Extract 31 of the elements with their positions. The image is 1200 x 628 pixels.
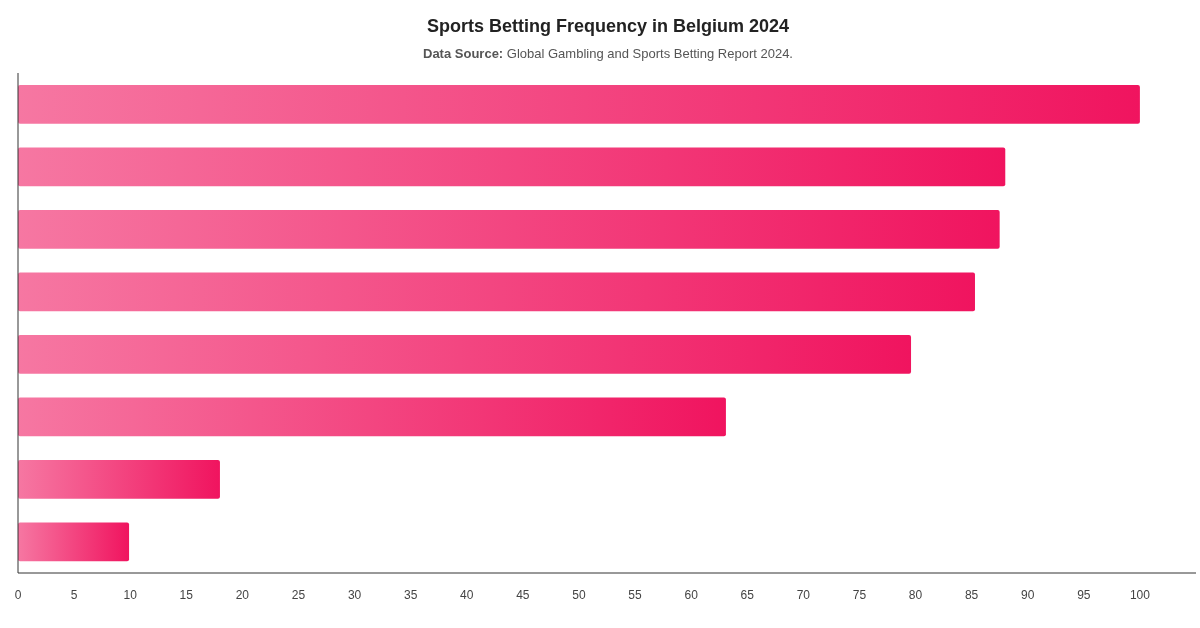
- x-tick-label: 5: [70, 588, 78, 602]
- x-tick-label: 95: [1077, 588, 1091, 602]
- x-tick-label: 10: [123, 588, 138, 602]
- bar: [18, 209, 1000, 249]
- x-tick-label: 20: [235, 588, 250, 602]
- x-tick-label: 80: [908, 588, 923, 602]
- x-tick-label: 25: [291, 588, 306, 602]
- bar: [18, 272, 975, 312]
- x-tick-label: 15: [179, 588, 194, 602]
- x-tick-label: 100: [1129, 588, 1151, 602]
- x-tick-label: 75: [852, 588, 867, 602]
- x-tick-label: 40: [460, 588, 474, 602]
- bar: [18, 522, 130, 562]
- x-tick-label: 0: [14, 588, 22, 602]
- x-tick-label: 55: [628, 588, 643, 602]
- x-tick-label: 30: [347, 588, 362, 602]
- x-tick-label: 60: [684, 588, 699, 602]
- x-tick-label: 35: [403, 588, 418, 602]
- x-tick-label: 85: [964, 588, 979, 602]
- chart-title: Sports Betting Frequency in Belgium 2024: [426, 16, 790, 36]
- x-tick-label: 90: [1021, 588, 1035, 602]
- bar: [18, 147, 1006, 187]
- bar: [18, 397, 726, 437]
- x-tick-label: 65: [740, 588, 755, 602]
- x-tick-label: 50: [572, 588, 586, 602]
- bar: [18, 459, 220, 499]
- chart-subtitle: Data Source: Global Gambling and Sports Betting Report 2024.: [423, 46, 793, 61]
- bar: [18, 84, 1140, 124]
- x-tick-label: 45: [516, 588, 530, 602]
- x-tick-label: 70: [796, 588, 811, 602]
- bar: [18, 334, 912, 374]
